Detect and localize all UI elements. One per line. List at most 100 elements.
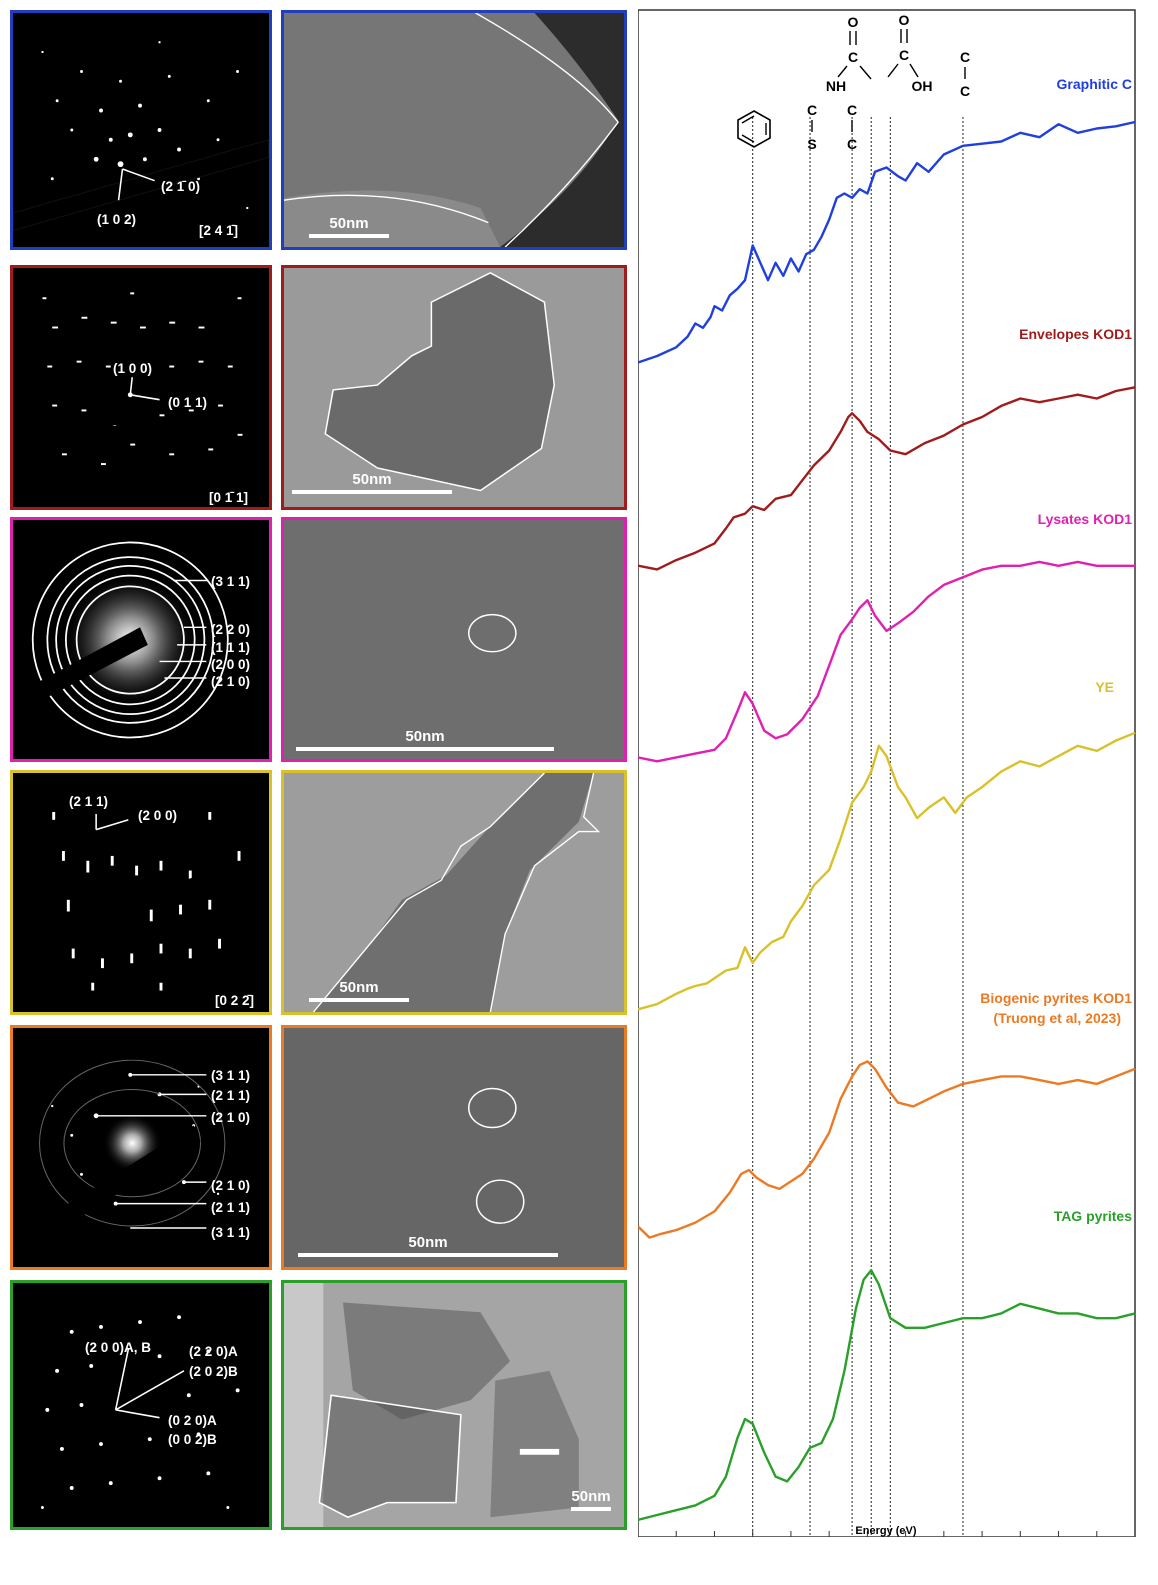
series-label: Lysates KOD1 xyxy=(1038,511,1133,527)
saed-label: (2 2 0)A xyxy=(189,1344,238,1359)
series-layer xyxy=(638,120,1136,1521)
saed-pattern xyxy=(13,41,269,232)
scale-bar-line xyxy=(296,747,554,751)
saed-label: (1 0 0) xyxy=(113,361,153,376)
saed-label: (3 1 1) xyxy=(211,574,251,589)
atom-label: O xyxy=(899,12,910,28)
saed-label: (0 0 2)B xyxy=(168,1432,217,1447)
saed-label: (3 1 1) xyxy=(211,1068,251,1083)
scale-label: 50nm xyxy=(329,215,369,232)
x-tick-label: 285 xyxy=(744,1536,762,1537)
tem-image-6: 50nm xyxy=(281,1280,627,1530)
spectra-chart: 282 283 284 285 286 287 288 289 290 291 292 293 294 2… xyxy=(638,9,1137,1537)
tem-image-4: 50nm xyxy=(281,770,627,1015)
saed-label: (2 0 0) xyxy=(138,808,178,823)
carboxyl-group-icon: O C OH xyxy=(887,12,933,94)
saed-label: (1 1 1) xyxy=(211,640,251,655)
x-tick-label: 283 xyxy=(667,1536,685,1537)
saed-label: (3 1 1) xyxy=(211,1225,251,1240)
plot-frame xyxy=(638,9,1136,1537)
zone-axis: [2 4 1̄] xyxy=(199,223,239,238)
saed-label: (2 1 0) xyxy=(211,674,251,689)
series-label: Biogenic pyrites KOD1 xyxy=(980,990,1132,1006)
atom-label: C xyxy=(807,102,817,118)
x-tick-label: 294 xyxy=(1088,1536,1106,1537)
scale-label: 50nm xyxy=(408,1234,448,1251)
scale-label: 50nm xyxy=(352,471,392,488)
atom-label: OH xyxy=(912,78,933,94)
c-c-bond-icon: C C xyxy=(847,102,857,152)
series-label: Envelopes KOD1 xyxy=(1019,326,1132,342)
scale-bar: 50nm xyxy=(298,1234,558,1257)
tem-micrograph xyxy=(284,773,624,1012)
x-tick-label: 286 xyxy=(782,1536,800,1537)
scale-label: 50nm xyxy=(339,979,379,996)
tem-image-1: 50nm xyxy=(281,10,627,250)
scale-bar: 50nm xyxy=(292,471,452,494)
saed-label: (2 1 0) xyxy=(211,1110,251,1125)
spectrum-line xyxy=(638,1268,1136,1521)
scale-bar: 50nm xyxy=(309,979,409,1002)
c-s-bond-icon: C S xyxy=(807,102,817,152)
atom-label: C xyxy=(899,47,909,63)
saed-pattern xyxy=(13,1315,269,1509)
saed-panel-5: (3 1 1) (2 1 1) (2 1 0) (2 1 0) (2 1 1) … xyxy=(10,1025,272,1270)
tem-image-2: 50nm xyxy=(281,265,627,510)
tem-micrograph xyxy=(284,268,624,507)
scale-bar: 50nm xyxy=(567,1488,615,1511)
saed-label: (2 1̄ 0) xyxy=(161,179,201,194)
atom-label: NH xyxy=(826,78,846,94)
x-axis: 282 283 284 285 286 287 288 289 290 291 292 293 294 2… xyxy=(638,1531,1137,1537)
spectrum-line xyxy=(638,386,1136,571)
saed-pattern xyxy=(13,1059,226,1261)
tem-image-5: 50nm xyxy=(281,1025,627,1270)
saed-panel-6: (2 0 0)A, B (2 2 0)A (2 0 2)B (0 2 0)A (… xyxy=(10,1280,272,1530)
tem-micrograph xyxy=(284,520,624,759)
x-tick-label: 284 xyxy=(705,1536,723,1537)
scale-bar-line xyxy=(571,1507,611,1511)
saed-panel-4: (2 1 1) (2 0 0) [0 2 2̄] xyxy=(10,770,272,1015)
saed-label: (2 1 1) xyxy=(69,794,109,809)
scale-bar-line xyxy=(292,490,452,494)
tem-micrograph xyxy=(284,13,624,247)
atom-label: C xyxy=(960,49,970,65)
atom-label: C xyxy=(960,83,970,99)
saed-label: (1 0 2) xyxy=(97,212,137,227)
atom-label: C xyxy=(848,49,858,65)
c-c-aromatic-icon: C C xyxy=(960,49,970,99)
x-tick-label: 295 xyxy=(1119,1536,1137,1537)
zone-axis: [0 1̄ 1] xyxy=(209,490,249,505)
scale-bar-line xyxy=(298,1253,558,1257)
atom-label: C xyxy=(847,102,857,118)
saed-label: (2 0 2)B xyxy=(189,1364,238,1379)
tem-micrograph xyxy=(284,1028,624,1267)
saed-label: (2 0 0)A, B xyxy=(85,1340,152,1355)
saed-label: (0 1 1) xyxy=(168,395,208,410)
x-tick-label: 287 xyxy=(820,1536,838,1537)
x-tick-label: 290 xyxy=(935,1536,953,1537)
amide-group-icon: O C NH xyxy=(826,14,872,94)
x-tick-label: 288 xyxy=(858,1536,876,1537)
x-tick-label: 293 xyxy=(1049,1536,1067,1537)
series-label: YE xyxy=(1095,679,1114,695)
scale-bar-line xyxy=(309,234,389,238)
saed-panel-1: (2 1̄ 0) (1 0 2) [2 4 1̄] xyxy=(10,10,272,250)
tem-image-3: 50nm xyxy=(281,517,627,762)
series-label: Graphitic C xyxy=(1057,76,1132,92)
reference-lines xyxy=(752,117,964,1537)
saed-panel-3: (3 1 1) (2 2 0) (1 1 1) (2 0 0) (2 1 0) xyxy=(10,517,272,762)
x-tick-label: 289 xyxy=(896,1536,914,1537)
tem-micrograph xyxy=(284,1283,624,1527)
atom-label: O xyxy=(848,14,859,30)
x-tick-label: 291 xyxy=(973,1536,991,1537)
benzene-icon xyxy=(737,110,771,148)
scale-label: 50nm xyxy=(571,1488,611,1505)
saed-pattern xyxy=(13,541,229,739)
x-axis-title: Energy (eV) xyxy=(855,1525,916,1537)
spectrum-line xyxy=(638,120,1136,364)
series-label: TAG pyrites xyxy=(1054,1208,1133,1224)
spectrum-line xyxy=(638,1060,1136,1239)
scale-bar: 50nm xyxy=(309,215,389,238)
saed-pattern xyxy=(13,292,269,466)
saed-label: (2 2 0) xyxy=(211,622,251,637)
